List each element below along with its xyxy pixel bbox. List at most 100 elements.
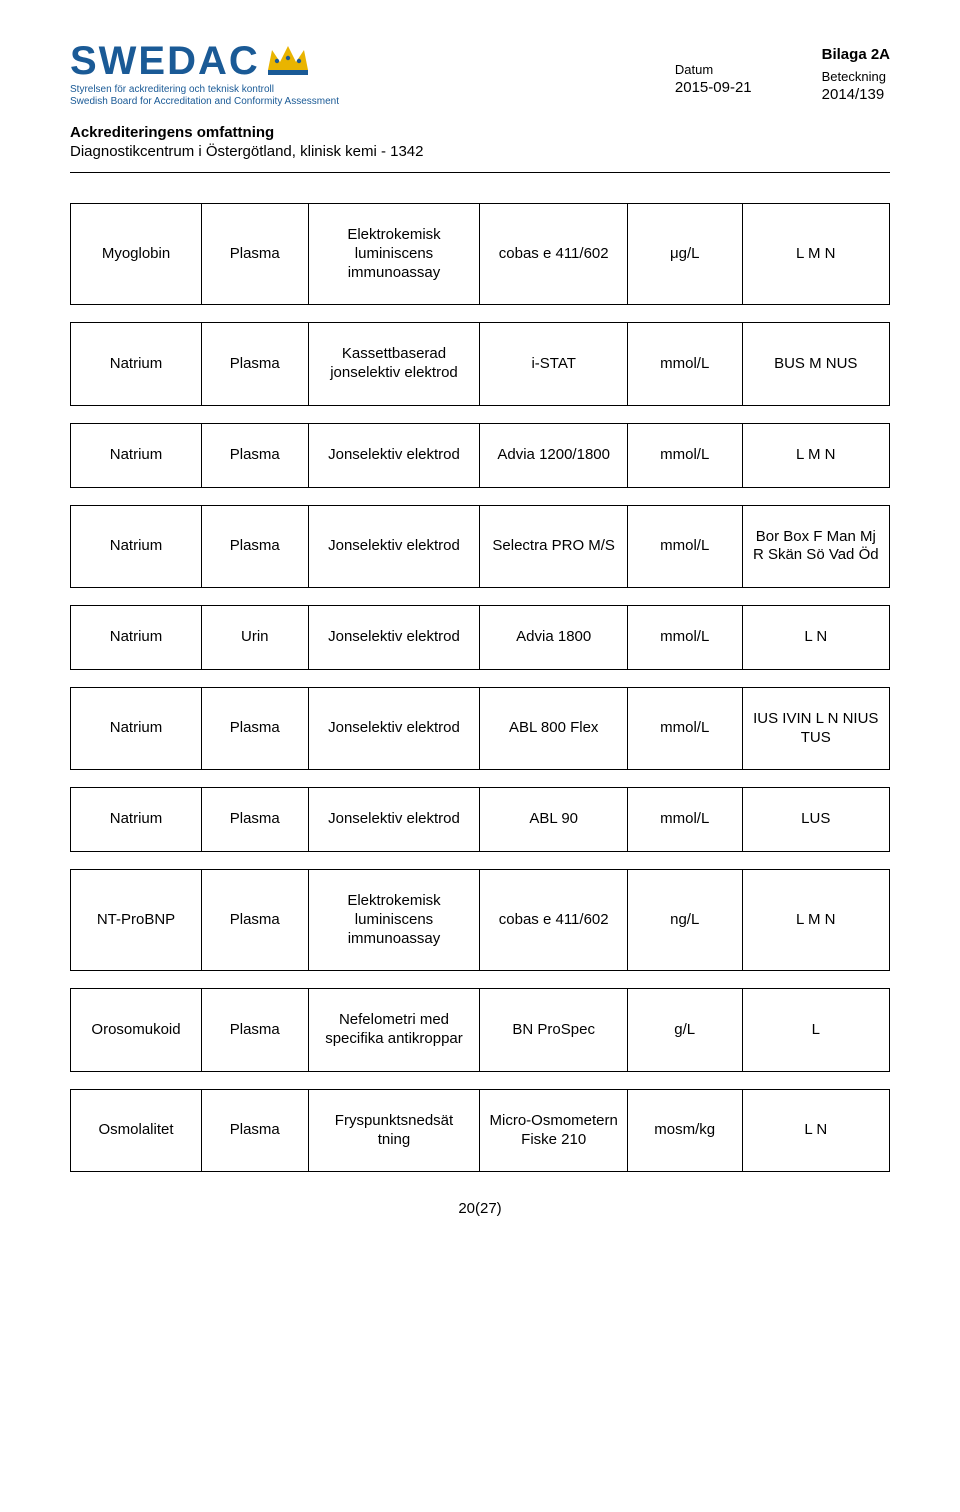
logo-sub-line-1: Styrelsen för ackreditering och teknisk … [70, 84, 339, 96]
logo-row: SWEDAC [70, 40, 339, 82]
spacer-cell [71, 669, 890, 687]
table-body: MyoglobinPlasmaElektrokemisk luminiscens… [71, 204, 890, 1172]
spacer-cell [71, 770, 890, 788]
table-cell: mosm/kg [627, 1089, 742, 1172]
table-row-spacer [71, 588, 890, 606]
table-cell: BN ProSpec [480, 989, 627, 1072]
table-cell: NT-ProBNP [71, 870, 202, 971]
bilaga-label: Bilaga 2A [822, 46, 890, 63]
table-cell: Advia 1800 [480, 606, 627, 670]
table-row: OsmolalitetPlasmaFryspunktsnedsät tningM… [71, 1089, 890, 1172]
table-cell: L [742, 989, 889, 1072]
table-cell: Natrium [71, 687, 202, 770]
page: SWEDAC Styrelsen för ackreditering och t… [0, 0, 960, 1247]
table-cell: L M N [742, 870, 889, 971]
table-cell: L M N [742, 204, 889, 305]
table-cell: Natrium [71, 788, 202, 852]
table-cell: cobas e 411/602 [480, 204, 627, 305]
spacer-cell [71, 405, 890, 423]
beteckning-value: 2014/139 [822, 86, 890, 103]
table-cell: mmol/L [627, 423, 742, 487]
table-row-spacer [71, 669, 890, 687]
table-row: NT-ProBNPPlasmaElektrokemisk luminiscens… [71, 870, 890, 971]
table-row: NatriumPlasmaJonselektiv elektrodAdvia 1… [71, 423, 890, 487]
crown-icon [266, 40, 310, 82]
header-meta: Datum 2015-09-21 Bilaga 2A Beteckning 20… [675, 40, 890, 103]
table-cell: Jonselektiv elektrod [308, 505, 480, 588]
table-cell: Selectra PRO M/S [480, 505, 627, 588]
spacer-cell [71, 487, 890, 505]
table-cell: ABL 800 Flex [480, 687, 627, 770]
table-cell: Plasma [202, 989, 308, 1072]
spacer-cell [71, 971, 890, 989]
table-cell: L N [742, 1089, 889, 1172]
table-cell: Elektrokemisk luminiscens immunoassay [308, 870, 480, 971]
table-cell: Natrium [71, 606, 202, 670]
table-cell: L M N [742, 423, 889, 487]
document-subtitle: Diagnostikcentrum i Östergötland, klinis… [70, 143, 890, 160]
table-row: NatriumPlasmaJonselektiv elektrodABL 90m… [71, 788, 890, 852]
table-row-spacer [71, 971, 890, 989]
table-cell: Plasma [202, 505, 308, 588]
table-cell: Orosomukoid [71, 989, 202, 1072]
table-cell: Micro-Osmometern Fiske 210 [480, 1089, 627, 1172]
table-cell: g/L [627, 989, 742, 1072]
table-cell: mmol/L [627, 687, 742, 770]
spacer-cell [71, 305, 890, 323]
logo-subtitle: Styrelsen för ackreditering och teknisk … [70, 84, 339, 108]
table-cell: Advia 1200/1800 [480, 423, 627, 487]
table-cell: Natrium [71, 423, 202, 487]
table-cell: Urin [202, 606, 308, 670]
table-cell: IUS IVIN L N NIUS TUS [742, 687, 889, 770]
table-cell: Bor Box F Man Mj R Skän Sö Vad Öd [742, 505, 889, 588]
table-row-spacer [71, 1071, 890, 1089]
table-cell: Fryspunktsnedsät tning [308, 1089, 480, 1172]
table-row-spacer [71, 487, 890, 505]
logo-wordmark: SWEDAC [70, 41, 260, 81]
table-row-spacer [71, 852, 890, 870]
table-cell: Plasma [202, 1089, 308, 1172]
table-cell: Plasma [202, 204, 308, 305]
datum-value: 2015-09-21 [675, 79, 752, 96]
table-cell: Plasma [202, 423, 308, 487]
spacer-cell [71, 1071, 890, 1089]
datum-label: Datum [675, 62, 752, 77]
table-row: NatriumPlasmaJonselektiv elektrodSelectr… [71, 505, 890, 588]
table-cell: mmol/L [627, 788, 742, 852]
page-footer: 20(27) [70, 1200, 890, 1217]
table-cell: mmol/L [627, 606, 742, 670]
table-cell: Osmolalitet [71, 1089, 202, 1172]
table-cell: Kassettbaserad jonselektiv elektrod [308, 323, 480, 406]
meta-beteckning: Bilaga 2A Beteckning 2014/139 [822, 46, 890, 103]
header-divider [70, 172, 890, 173]
logo-sub-line-2: Swedish Board for Accreditation and Conf… [70, 96, 339, 108]
table-cell: mmol/L [627, 505, 742, 588]
spacer-cell [71, 588, 890, 606]
table-row: NatriumUrinJonselektiv elektrodAdvia 180… [71, 606, 890, 670]
table-row-spacer [71, 305, 890, 323]
table-cell: mmol/L [627, 323, 742, 406]
table-cell: μg/L [627, 204, 742, 305]
accreditation-table: MyoglobinPlasmaElektrokemisk luminiscens… [70, 203, 890, 1172]
table-row-spacer [71, 770, 890, 788]
table-cell: Myoglobin [71, 204, 202, 305]
document-title: Ackrediteringens omfattning [70, 124, 890, 141]
table-cell: Natrium [71, 323, 202, 406]
table-cell: Natrium [71, 505, 202, 588]
table-cell: Jonselektiv elektrod [308, 423, 480, 487]
table-cell: Jonselektiv elektrod [308, 687, 480, 770]
table-row: NatriumPlasmaJonselektiv elektrodABL 800… [71, 687, 890, 770]
table-cell: BUS M NUS [742, 323, 889, 406]
table-row: OrosomukoidPlasmaNefelometri med specifi… [71, 989, 890, 1072]
table-row: MyoglobinPlasmaElektrokemisk luminiscens… [71, 204, 890, 305]
table-cell: Plasma [202, 323, 308, 406]
table-cell: Plasma [202, 687, 308, 770]
table-cell: LUS [742, 788, 889, 852]
table-cell: i-STAT [480, 323, 627, 406]
spacer-cell [71, 852, 890, 870]
page-header: SWEDAC Styrelsen för ackreditering och t… [70, 40, 890, 108]
table-row: NatriumPlasmaKassettbaserad jonselektiv … [71, 323, 890, 406]
table-cell: cobas e 411/602 [480, 870, 627, 971]
table-cell: ng/L [627, 870, 742, 971]
logo-block: SWEDAC Styrelsen för ackreditering och t… [70, 40, 339, 108]
